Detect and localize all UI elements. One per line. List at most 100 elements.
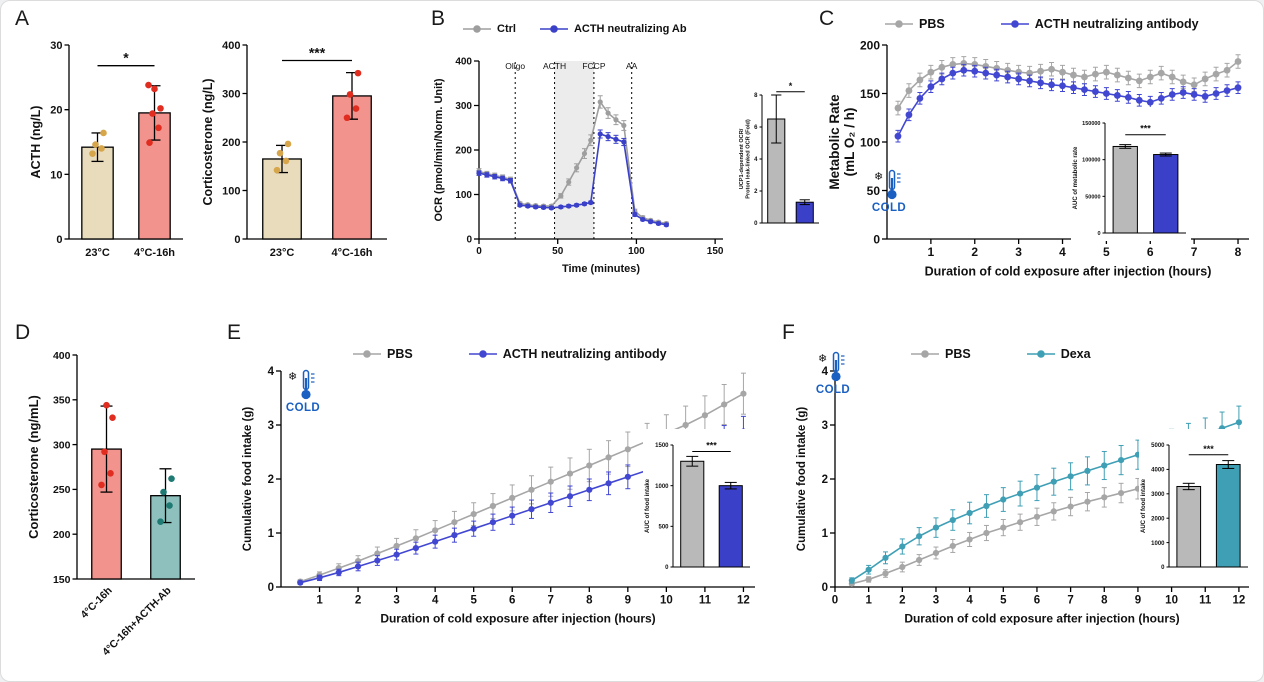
legend-item-pbs: PBS xyxy=(353,347,413,361)
svg-text:20: 20 xyxy=(50,105,62,117)
svg-text:5: 5 xyxy=(470,595,477,607)
svg-text:6: 6 xyxy=(509,595,515,607)
svg-text:Oligo: Oligo xyxy=(505,61,525,71)
svg-text:7: 7 xyxy=(548,595,554,607)
legend-label: ACTH neutralizing antibody xyxy=(1034,17,1199,31)
svg-text:***: *** xyxy=(309,45,326,61)
panel-letter-b: B xyxy=(431,7,446,30)
ocr-line-chart: Oligo ACTH FCCP AA 0 100 200 300 400 0 50 100 150 Tim… xyxy=(431,43,731,275)
svg-text:***: *** xyxy=(1140,124,1151,134)
svg-text:10: 10 xyxy=(50,169,62,181)
corticosterone-d-bar-chart: 150 200 250 300 350 400 4°C-16h 4°C-16h+ACTH-Ab… xyxy=(25,337,209,669)
svg-text:4: 4 xyxy=(822,366,829,378)
svg-text:250: 250 xyxy=(53,484,71,496)
legend-marker-icon xyxy=(885,20,913,28)
svg-text:100: 100 xyxy=(455,190,472,201)
legend-item-dexa: Dexa xyxy=(1026,347,1091,361)
panel-letter-a: A xyxy=(15,7,30,30)
thermometer-icon: ❄ xyxy=(874,169,901,200)
svg-text:200: 200 xyxy=(53,529,71,541)
acth_bar-svg: 0 10 20 30 23°C 4°C-16h * ACTH (ng/L) xyxy=(29,40,183,259)
acth-bar-chart: 0 10 20 30 23°C 4°C-16h * ACTH (ng/L) xyxy=(27,25,195,269)
svg-text:400: 400 xyxy=(455,57,472,68)
svg-text:150: 150 xyxy=(707,246,724,257)
svg-text:0: 0 xyxy=(268,582,274,594)
svg-text:FCCP: FCCP xyxy=(582,61,605,71)
svg-text:150000: 150000 xyxy=(1082,121,1100,127)
svg-text:0: 0 xyxy=(466,235,472,246)
svg-text:100: 100 xyxy=(628,246,645,257)
svg-text:200: 200 xyxy=(222,137,240,149)
cold-label: COLD xyxy=(285,402,321,414)
svg-text:4°C-16h: 4°C-16h xyxy=(331,247,372,259)
food-f-inset-chart: 0 1000 2000 3000 4000 5000 *** AUC of food inta… xyxy=(1139,429,1253,575)
svg-text:Corticosterone (ng/L): Corticosterone (ng/L) xyxy=(201,78,215,205)
svg-text:***: *** xyxy=(706,441,717,451)
svg-text:UCP1-dependent OCR/: UCP1-dependent OCR/ xyxy=(739,128,745,189)
svg-text:2: 2 xyxy=(268,474,274,486)
panel-letter-f: F xyxy=(782,321,795,344)
svg-text:11: 11 xyxy=(1199,595,1212,607)
legend-marker-icon xyxy=(1000,20,1029,28)
svg-text:3: 3 xyxy=(393,595,399,607)
svg-text:Proton leak-linked OCR (Fold): Proton leak-linked OCR (Fold) xyxy=(746,119,752,199)
svg-text:2: 2 xyxy=(754,189,758,195)
svg-text:Metabolic Rate: Metabolic Rate xyxy=(827,94,842,190)
metabolic-line-chart: 0 50 100 150 200 1 2 3 4 5 6 7 8 Duration of cold exp… xyxy=(825,31,1259,287)
svg-text:1: 1 xyxy=(316,595,323,607)
svg-text:5: 5 xyxy=(1000,595,1007,607)
legend-marker-icon xyxy=(463,25,491,33)
food_e_inset-svg: 0 500 1000 1500 *** AUC of food intake xyxy=(645,441,750,571)
snowflake-icon: ❄ xyxy=(288,371,297,383)
svg-text:9: 9 xyxy=(625,595,631,607)
svg-text:0: 0 xyxy=(822,582,828,594)
svg-text:ACTH (ng/L): ACTH (ng/L) xyxy=(29,106,43,179)
svg-text:300: 300 xyxy=(222,88,240,100)
cold-label: COLD xyxy=(871,202,907,214)
svg-text:Duration of cold exposure afte: Duration of cold exposure after injectio… xyxy=(904,612,1179,626)
panel-letter-c: C xyxy=(819,7,835,30)
svg-text:AA: AA xyxy=(626,61,638,71)
cold-icon-c: ❄ COLD xyxy=(867,169,911,214)
cort_d_bar-svg: 1502002503003504004°C-16h4°C-16h+ACTH-Ab… xyxy=(26,350,195,658)
svg-text:50: 50 xyxy=(552,246,564,257)
svg-text:*: * xyxy=(789,81,793,91)
svg-text:8: 8 xyxy=(754,93,758,99)
svg-text:4°C-16h: 4°C-16h xyxy=(134,247,175,259)
svg-text:2: 2 xyxy=(899,595,905,607)
svg-text:6: 6 xyxy=(754,125,758,131)
svg-text:Cumulative food intake (g): Cumulative food intake (g) xyxy=(242,407,254,552)
metabolic-inset-chart: 0 50000 100000 150000 *** AUC of metabolic ra… xyxy=(1071,107,1191,241)
legend-marker-icon xyxy=(911,350,939,358)
legend-marker-icon xyxy=(539,25,568,33)
ocr_line-svg: Oligo ACTH FCCP AA 0 100 200 300 400 0 50 100 150 Tim… xyxy=(433,57,724,275)
svg-text:6: 6 xyxy=(1147,245,1154,259)
svg-text:1500: 1500 xyxy=(655,443,669,449)
svg-text:4: 4 xyxy=(268,366,275,378)
svg-text:3000: 3000 xyxy=(1151,492,1165,498)
svg-text:7: 7 xyxy=(1191,245,1198,259)
svg-text:1: 1 xyxy=(268,528,275,540)
svg-text:Corticosterone (ng/mL): Corticosterone (ng/mL) xyxy=(26,395,41,539)
legend-item-ctrl: Ctrl xyxy=(463,23,516,35)
svg-text:350: 350 xyxy=(53,395,71,407)
legend-item-acth-neutralizing-ab: ACTH neutralizing Ab xyxy=(539,23,687,35)
legend-label: PBS xyxy=(919,17,945,31)
food-f-legend: PBS Dexa xyxy=(911,347,1091,361)
svg-text:0: 0 xyxy=(1161,565,1165,571)
svg-text:9: 9 xyxy=(1135,595,1141,607)
legend-label: Ctrl xyxy=(497,23,516,35)
svg-text:0: 0 xyxy=(754,221,758,227)
svg-text:8: 8 xyxy=(1101,595,1108,607)
metabolic_inset-svg: 0 50000 100000 150000 *** AUC of metabolic ra… xyxy=(1073,121,1186,237)
food-intake-e-line-chart: 0 1 2 3 4 1 2 3 4 5 6 7 8 9 10 11 12 Duration of cold exp… xyxy=(237,337,765,635)
svg-text:300: 300 xyxy=(53,439,71,451)
food-e-inset-chart: 0 500 1000 1500 *** AUC of food intake xyxy=(643,429,755,575)
svg-text:150: 150 xyxy=(53,574,71,586)
svg-text:10: 10 xyxy=(660,595,673,607)
svg-text:2000: 2000 xyxy=(1151,516,1165,522)
svg-text:5: 5 xyxy=(1103,245,1110,259)
svg-text:*: * xyxy=(123,50,129,66)
svg-text:200: 200 xyxy=(860,38,880,52)
